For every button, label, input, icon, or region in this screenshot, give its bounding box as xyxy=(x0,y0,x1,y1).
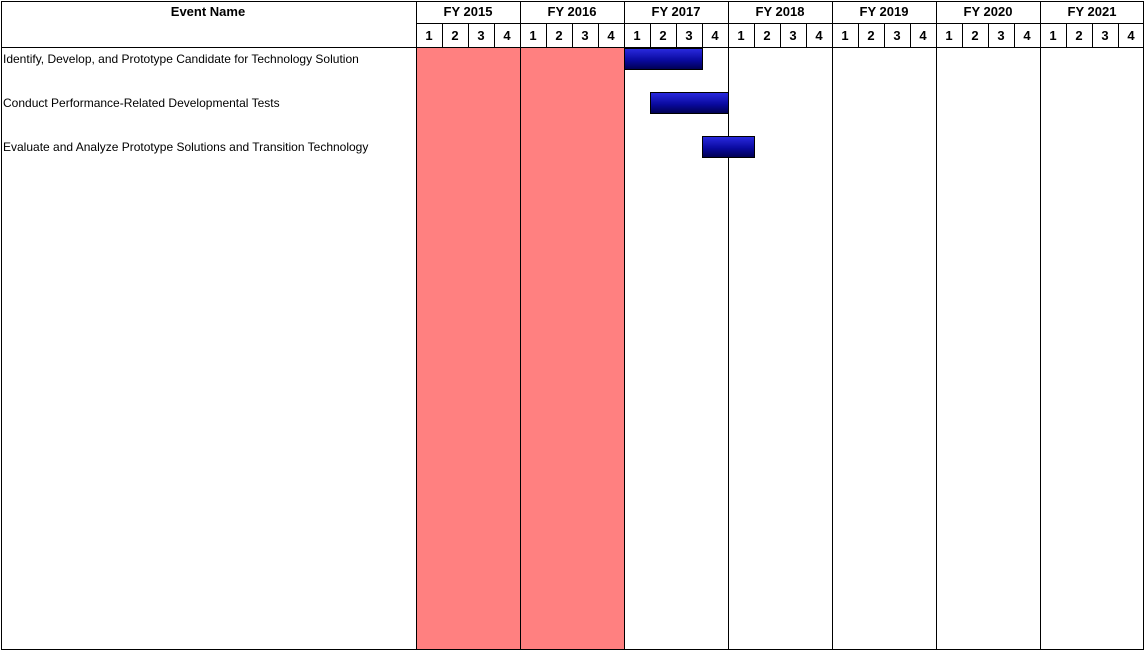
quarter-label: 3 xyxy=(997,28,1004,43)
task-name: Evaluate and Analyze Prototype Solutions… xyxy=(3,140,368,154)
task-bar xyxy=(650,92,729,114)
quarter-label: 1 xyxy=(841,28,848,43)
year-label-fy-2015: FY 2015 xyxy=(444,4,493,19)
timeline-header: Event Name FY 2015 1 2 3 4 FY 2016 1 2 3 4 FY 2017… xyxy=(171,4,1136,43)
quarter-label: 4 xyxy=(503,28,511,43)
quarter-label: 3 xyxy=(1101,28,1108,43)
quarter-label: 1 xyxy=(529,28,536,43)
task-bar xyxy=(624,48,703,70)
quarter-label: 1 xyxy=(1049,28,1056,43)
task-list: Identify, Develop, and Prototype Candida… xyxy=(3,52,368,154)
task-name: Conduct Performance-Related Developmenta… xyxy=(3,96,280,110)
quarter-label: 3 xyxy=(789,28,796,43)
quarter-label: 1 xyxy=(945,28,952,43)
task-bar xyxy=(702,136,755,158)
quarter-label: 4 xyxy=(711,28,719,43)
quarter-label: 2 xyxy=(451,28,458,43)
quarter-label: 4 xyxy=(1023,28,1031,43)
event-name-header: Event Name xyxy=(171,4,245,19)
quarter-label: 1 xyxy=(425,28,432,43)
quarter-label: 1 xyxy=(633,28,640,43)
quarter-label: 4 xyxy=(1127,28,1135,43)
task-name: Identify, Develop, and Prototype Candida… xyxy=(3,52,359,66)
quarter-label: 3 xyxy=(477,28,484,43)
quarter-label: 2 xyxy=(971,28,978,43)
quarter-label: 3 xyxy=(893,28,900,43)
shaded-region-layer xyxy=(416,47,624,649)
quarter-label: 3 xyxy=(581,28,588,43)
year-label-fy-2017: FY 2017 xyxy=(652,4,701,19)
quarter-label: 1 xyxy=(737,28,744,43)
shaded-column-fy-2015 xyxy=(416,47,520,649)
quarter-label: 2 xyxy=(1075,28,1082,43)
quarter-label: 2 xyxy=(867,28,874,43)
year-label-fy-2018: FY 2018 xyxy=(756,4,805,19)
quarter-label: 4 xyxy=(815,28,823,43)
year-label-fy-2021: FY 2021 xyxy=(1068,4,1117,19)
quarter-label: 4 xyxy=(919,28,927,43)
quarter-label: 2 xyxy=(763,28,770,43)
year-label-fy-2019: FY 2019 xyxy=(860,4,909,19)
quarter-label: 2 xyxy=(555,28,562,43)
quarter-label: 3 xyxy=(685,28,692,43)
quarter-label: 2 xyxy=(659,28,666,43)
shaded-column-fy-2016 xyxy=(520,47,624,649)
task-bars xyxy=(624,48,755,158)
quarter-label: 4 xyxy=(607,28,615,43)
year-label-fy-2016: FY 2016 xyxy=(548,4,597,19)
year-label-fy-2020: FY 2020 xyxy=(964,4,1013,19)
